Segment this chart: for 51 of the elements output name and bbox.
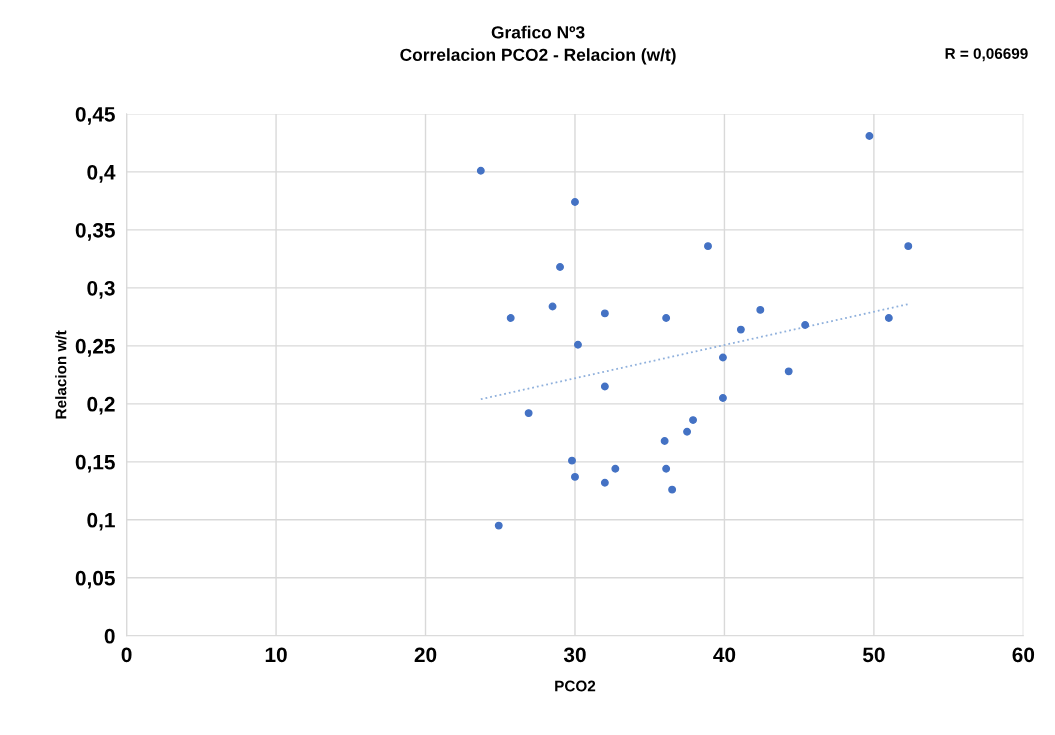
point xyxy=(600,478,609,487)
point xyxy=(704,242,712,251)
x-tick-label: 20 xyxy=(414,647,437,663)
y-tick-label: 0,1 xyxy=(87,512,115,531)
point xyxy=(660,436,669,445)
y-tick-label: 0,25 xyxy=(75,338,115,357)
point xyxy=(904,242,913,251)
point xyxy=(756,305,765,314)
x-tick-label: 10 xyxy=(265,647,287,663)
point xyxy=(884,314,893,322)
point xyxy=(611,464,620,473)
x-tick-label: 60 xyxy=(1012,647,1035,663)
x-tick-label: 40 xyxy=(713,647,736,663)
point xyxy=(865,132,874,140)
point xyxy=(548,302,557,311)
point xyxy=(571,198,579,207)
y-tick-label: 0,05 xyxy=(75,570,115,589)
point xyxy=(718,394,727,402)
x-axis-title: PCO2 xyxy=(555,680,596,692)
point xyxy=(494,521,503,530)
point xyxy=(568,456,576,465)
point xyxy=(689,416,697,425)
text: R = 0,06699 xyxy=(945,48,1028,62)
x-tick-label: 30 xyxy=(563,647,586,663)
y-tick-label: 0,3 xyxy=(87,280,115,299)
y-tick-label: 0,4 xyxy=(87,164,116,183)
point xyxy=(662,314,671,322)
x-tick-label: 50 xyxy=(862,647,885,663)
y-tick-label: 0,15 xyxy=(75,454,115,473)
point xyxy=(784,367,793,376)
y-tick-label: 0,45 xyxy=(75,106,115,125)
y-axis-title: Relacion w/t xyxy=(55,330,67,419)
y-tick-label: 0,2 xyxy=(87,396,115,415)
point xyxy=(600,382,609,391)
point xyxy=(718,353,727,362)
point xyxy=(571,472,579,481)
point xyxy=(600,309,609,318)
chart-title: Grafico Nº3 Correlacion PCO2 - Relacion (w/t) xyxy=(400,25,676,65)
x-tick-label: 0 xyxy=(121,647,132,663)
point xyxy=(476,166,485,175)
point xyxy=(736,325,745,334)
point xyxy=(801,321,810,329)
point xyxy=(524,409,533,418)
y-tick-label: 0,35 xyxy=(75,222,115,241)
point xyxy=(506,314,515,322)
y-tick-label: 0 xyxy=(104,628,115,644)
point xyxy=(662,464,671,473)
point xyxy=(668,485,677,494)
point xyxy=(683,427,692,436)
point xyxy=(574,340,582,349)
point xyxy=(556,263,564,271)
